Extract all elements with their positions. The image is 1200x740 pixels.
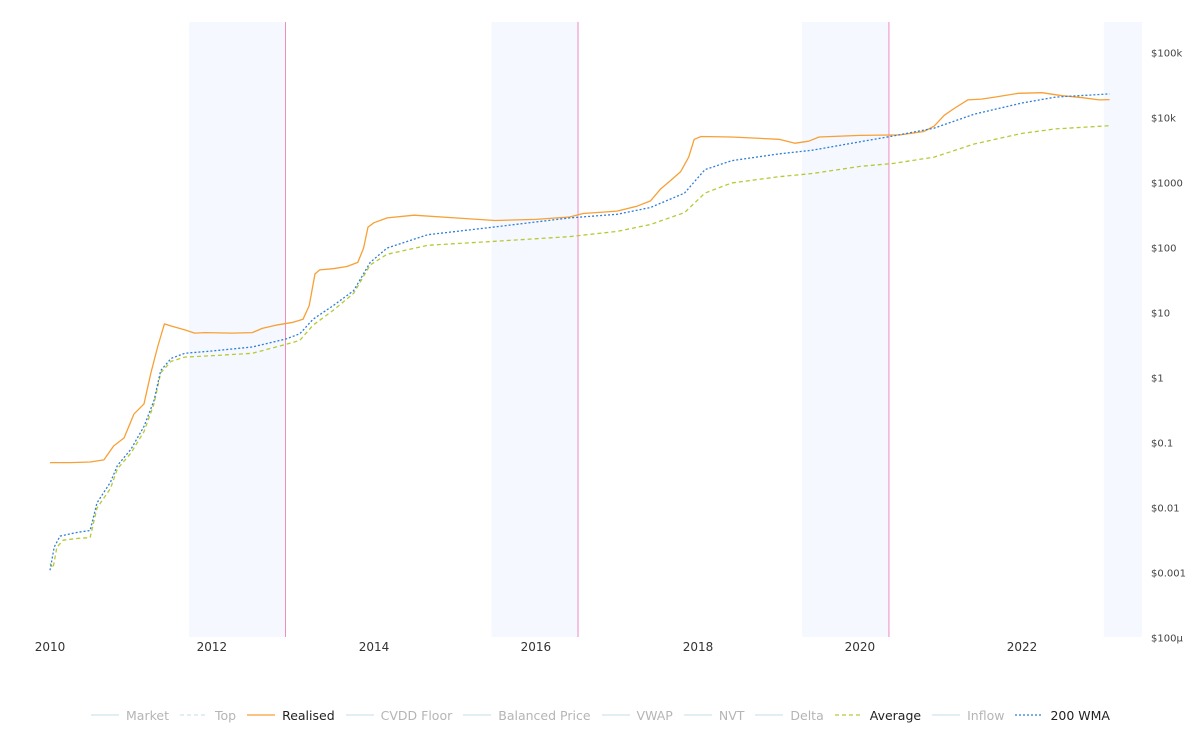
legend-label: Market <box>126 707 169 723</box>
legend-swatch-realised <box>247 714 276 716</box>
legend-swatch-vwap <box>601 714 630 716</box>
x-tick-label: 2010 <box>35 640 66 654</box>
legend-item-nvt[interactable]: NVT <box>683 707 745 723</box>
shaded-band-2 <box>491 22 579 637</box>
legend-label: VWAP <box>636 707 673 723</box>
x-tick-label: 2012 <box>197 640 228 654</box>
legend-item-market[interactable]: Market <box>90 708 169 723</box>
y-tick-label: $0.1 <box>1151 439 1173 450</box>
x-axis: 2010 2012 2014 2016 2018 2020 2022 <box>35 640 1038 654</box>
series-line-average <box>49 125 1110 569</box>
legend-swatch-cvdd-floor <box>345 714 374 716</box>
legend-item-vwap[interactable]: VWAP <box>601 708 673 723</box>
y-tick-label: $10 <box>1151 309 1170 320</box>
legend-item-average[interactable]: Average <box>834 708 921 723</box>
x-tick-label: 2018 <box>683 640 714 654</box>
legend-item-inflow[interactable]: Inflow <box>931 708 1004 723</box>
x-tick-label: 2022 <box>1007 640 1038 654</box>
y-tick-label: $100k <box>1151 49 1182 60</box>
vertical-markers <box>285 22 890 637</box>
price-chart: 2010 2012 2014 2016 2018 2020 2022 $100k$10k$1… <box>35 22 1186 654</box>
x-tick-label: 2014 <box>359 640 390 654</box>
legend-swatch-top <box>179 714 208 716</box>
legend-item-delta[interactable]: Delta <box>754 707 824 723</box>
legend-item-balanced-price[interactable]: Balanced Price <box>462 707 591 723</box>
legend-swatch-200-wma <box>1015 714 1044 716</box>
legend-item-200-wma[interactable]: 200 WMA <box>1014 708 1110 723</box>
legend-label: Realised <box>282 707 335 723</box>
legend: Market Top Realised CVDD Floor Balanced Pric… <box>0 706 1200 724</box>
shaded-bands <box>189 22 1142 637</box>
legend-item-realised[interactable]: Realised <box>246 708 335 723</box>
shaded-band-1 <box>189 22 286 637</box>
y-axis: $100k $10k $1000 $100 $10 $1 $0.1 $0.01 $0.001 $1… <box>1151 49 1186 645</box>
legend-swatch-delta <box>755 714 784 716</box>
series-line-200-wma <box>49 93 1110 571</box>
legend-swatch-market <box>91 714 120 716</box>
y-tick-label: $1000 <box>1151 179 1183 190</box>
legend-swatch-average <box>834 714 863 716</box>
legend-label: Average <box>869 707 922 723</box>
shaded-band-3 <box>802 22 889 637</box>
y-tick-label: $100µ <box>1151 634 1183 645</box>
y-tick-label: $1 <box>1151 374 1164 385</box>
legend-label: 200 WMA <box>1050 707 1110 723</box>
legend-label: NVT <box>718 707 745 723</box>
x-tick-label: 2016 <box>521 640 552 654</box>
legend-label: Top <box>214 707 237 723</box>
legend-swatch-nvt <box>683 714 712 716</box>
legend-item-top[interactable]: Top <box>179 708 236 723</box>
y-tick-label: $0.01 <box>1151 504 1180 515</box>
shaded-band-right <box>1103 22 1142 637</box>
x-tick-label: 2020 <box>845 640 876 654</box>
series-line-realised <box>50 92 1110 464</box>
legend-label: Balanced Price <box>498 707 591 723</box>
series-lines <box>49 92 1110 571</box>
legend-swatch-inflow <box>932 714 961 716</box>
legend-label: Delta <box>790 707 824 723</box>
legend-swatch-balanced-price <box>463 714 492 716</box>
y-tick-label: $0.001 <box>1151 569 1186 580</box>
legend-label: Inflow <box>967 707 1005 723</box>
legend-item-cvdd-floor[interactable]: CVDD Floor <box>345 707 453 723</box>
legend-label: CVDD Floor <box>380 707 453 723</box>
y-tick-label: $10k <box>1151 114 1176 125</box>
y-tick-label: $100 <box>1151 244 1176 255</box>
